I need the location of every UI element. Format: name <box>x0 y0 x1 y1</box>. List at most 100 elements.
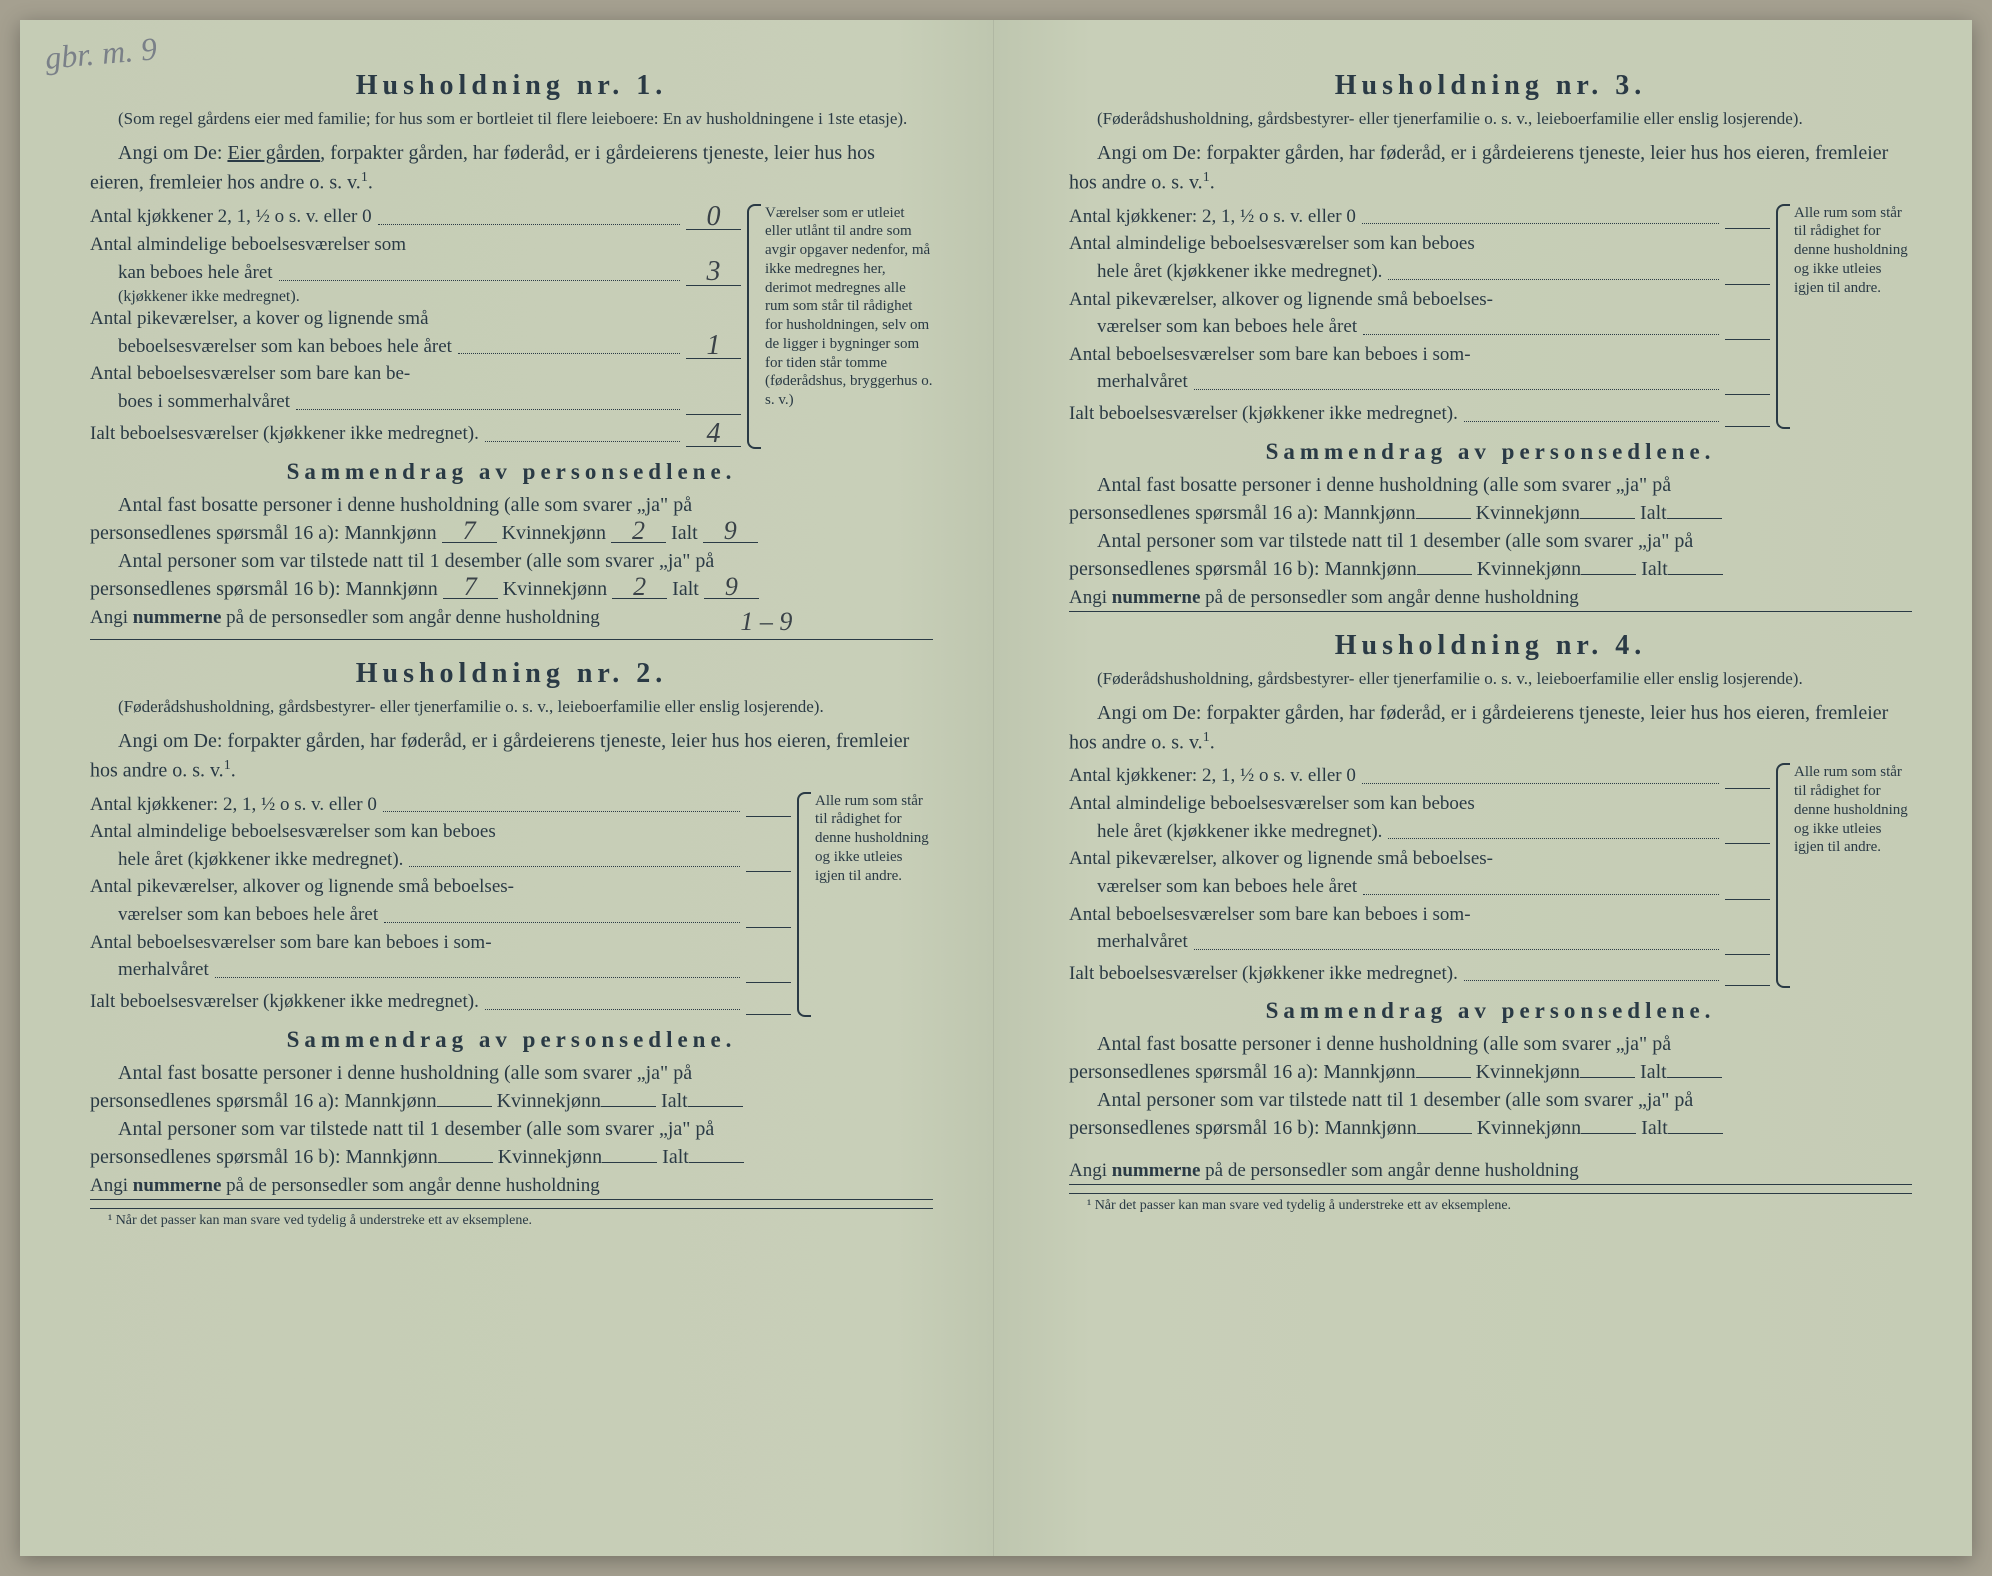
angi-text: Angi nummerne på de personsedler som ang… <box>90 607 600 637</box>
h3-ialt-value <box>1725 426 1770 427</box>
h4-kv-a <box>1580 1077 1635 1078</box>
h3-summary-title: Sammendrag av personsedlene. <box>1069 439 1912 465</box>
h1-pike-row2: beboelsesværelser som kan beboes hele år… <box>90 333 741 359</box>
h3-title: Husholdning nr. 3. <box>1069 70 1912 102</box>
kv-label: Kvinnekjønn <box>502 522 606 544</box>
h1-som-row: Antal beboelsesværelser som bare kan be- <box>90 361 741 387</box>
h3-som-value <box>1725 394 1770 395</box>
h1-pike1: Antal pikeværelser, a kover og lignende … <box>90 306 429 332</box>
row: værelser som kan beboes hele året <box>1069 314 1770 340</box>
h1-rooms-left: Antal kjøkkener 2, 1, ½ o s. v. eller 0 … <box>90 204 741 449</box>
lbl: Ialt <box>1640 1061 1667 1083</box>
h2-kitchens-row: Antal kjøkkener: 2, 1, ½ o s. v. eller 0 <box>90 792 791 818</box>
lbl: Kvinnekjønn <box>497 1090 601 1112</box>
h4-som-value <box>1725 954 1770 955</box>
lbl: Kvinnekjønn <box>1477 1117 1581 1139</box>
h2-mk-b <box>438 1162 493 1163</box>
h4-mk-a <box>1416 1077 1471 1078</box>
h1-subtitle: (Som regel gårdens eier med familie; for… <box>90 108 933 131</box>
row: Antal beboelsesværelser som bare kan beb… <box>1069 342 1770 368</box>
brace <box>1776 763 1790 988</box>
lbl: Ialt <box>1641 1117 1668 1139</box>
h4-kitchens-value <box>1725 788 1770 789</box>
h4-num <box>1579 1160 1912 1182</box>
h1-alm1: Antal almindelige beboelsesværelser som <box>90 232 406 258</box>
h2-ialt-value <box>746 1014 791 1015</box>
h3-mk-a <box>1416 518 1471 519</box>
brace <box>797 792 811 1017</box>
h1-pike2: beboelsesværelser som kan beboes hele år… <box>90 334 452 360</box>
dots <box>485 1009 740 1010</box>
h3-ialt-label: Ialt beboelsesværelser (kjøkkener ikke m… <box>1069 401 1458 427</box>
h3-subtitle: (Føderådshusholdning, gårdsbestyrer- ell… <box>1069 108 1912 131</box>
h4-intro: Angi om De: forpakter gården, har føderå… <box>1069 699 1912 758</box>
dots <box>1388 279 1719 280</box>
brace <box>747 204 761 449</box>
h1-mk-b: 7 <box>443 577 498 599</box>
row: Antal almindelige beboelsesværelser som … <box>1069 791 1770 817</box>
h2-som-value <box>746 982 791 983</box>
sup: 1 <box>1203 730 1210 745</box>
h4-title: Husholdning nr. 4. <box>1069 630 1912 662</box>
h3-intro: Angi om De: forpakter gården, har føderå… <box>1069 139 1912 198</box>
lbl: personsedlenes spørsmål 16 b): Mannkjønn <box>1069 558 1417 580</box>
h2-pike1: Antal pikeværelser, alkover og lignende … <box>90 874 514 900</box>
dots <box>279 280 680 281</box>
h2-alm2: hele året (kjøkkener ikke medregnet). <box>90 847 403 873</box>
row: Ialt beboelsesværelser (kjøkkener ikke m… <box>90 989 791 1015</box>
h1-intro-underline: Eier gården <box>227 142 320 164</box>
dots <box>1194 389 1719 390</box>
lbl: Kvinnekjønn <box>498 1146 602 1168</box>
h4-tilstede: Antal personer som var tilstede natt til… <box>1069 1086 1912 1114</box>
h1-mk-a: 7 <box>442 521 497 543</box>
h4-kv-b <box>1581 1133 1636 1134</box>
h1-ialt-label: Ialt beboelsesværelser (kjøkkener ikke m… <box>90 421 479 447</box>
h3-sidenote: Alle rum som står til rådighet for denne… <box>1782 204 1912 429</box>
dots <box>1362 783 1719 784</box>
row: hele året (kjøkkener ikke medregnet). <box>90 847 791 873</box>
h1-alm-note: (kjøkkener ikke medregnet). <box>90 288 741 306</box>
h2-pike-value <box>746 927 791 928</box>
row: Antal pikeværelser, alkover og lignende … <box>1069 287 1770 313</box>
dots <box>383 811 740 812</box>
h4-intro-text: Angi om De: forpakter gården, har føderå… <box>1069 702 1888 754</box>
page-left: gbr. m. 9 Husholdning nr. 1. (Som regel … <box>20 20 994 1556</box>
row: Antal pikeværelser, alkover og lignende … <box>1069 846 1770 872</box>
h1-rooms-row2: kan beboes hele året 3 <box>90 259 741 285</box>
angi-text: Angi nummerne på de personsedler som ang… <box>1069 587 1579 609</box>
page-right: Husholdning nr. 3. (Føderådshusholdning,… <box>994 20 1972 1556</box>
h4-alm2: hele året (kjøkkener ikke medregnet). <box>1069 819 1382 845</box>
dots <box>296 409 680 410</box>
h1-som1: Antal beboelsesværelser som bare kan be- <box>90 361 410 387</box>
h1-angi: Angi nummerne på de personsedler som ang… <box>90 607 933 640</box>
dots <box>485 441 680 442</box>
h1-ialt-value: 4 <box>686 421 741 447</box>
h3-ia-a <box>1667 518 1722 519</box>
h1-som-row2: boes i sommerhalvåret <box>90 389 741 415</box>
dots <box>1362 223 1719 224</box>
h1-ia-a: 9 <box>703 521 758 543</box>
h3-kv-a <box>1580 518 1635 519</box>
angi-text: Angi nummerne på de personsedler som ang… <box>90 1175 600 1197</box>
h4-q16b: personsedlenes spørsmål 16 b): Mannkjønn… <box>1069 1114 1912 1142</box>
h4-sidenote-text: Alle rum som står til rådighet for denne… <box>1794 764 1908 855</box>
h1-kitchens-row: Antal kjøkkener 2, 1, ½ o s. v. eller 0 … <box>90 204 741 230</box>
h1-summary-title: Sammendrag av personsedlene. <box>90 459 933 485</box>
h3-alm2: hele året (kjøkkener ikke medregnet). <box>1069 259 1382 285</box>
h4-alm-value <box>1725 843 1770 844</box>
dots <box>1464 980 1719 981</box>
row: Antal beboelsesværelser som bare kan beb… <box>90 930 791 956</box>
h3-alm1: Antal almindelige beboelsesværelser som … <box>1069 231 1475 257</box>
row: Antal kjøkkener: 2, 1, ½ o s. v. eller 0 <box>1069 204 1770 230</box>
h4-rooms-block: Antal kjøkkener: 2, 1, ½ o s. v. eller 0… <box>1069 763 1912 988</box>
h1-total-row: Ialt beboelsesværelser (kjøkkener ikke m… <box>90 421 741 447</box>
h2-summary-title: Sammendrag av personsedlene. <box>90 1027 933 1053</box>
h3-som1: Antal beboelsesværelser som bare kan beb… <box>1069 342 1471 368</box>
h2-som2: merhalvåret <box>90 957 209 983</box>
h3-alm-value <box>1725 284 1770 285</box>
h1-q16a: personsedlenes spørsmål 16 a): Mannkjønn… <box>90 519 933 547</box>
h1-som-value <box>686 414 741 415</box>
footnote-left: ¹ Når det passer kan man svare ved tydel… <box>90 1208 933 1229</box>
h4-mk-b <box>1417 1133 1472 1134</box>
h3-kitchens-value <box>1725 228 1770 229</box>
